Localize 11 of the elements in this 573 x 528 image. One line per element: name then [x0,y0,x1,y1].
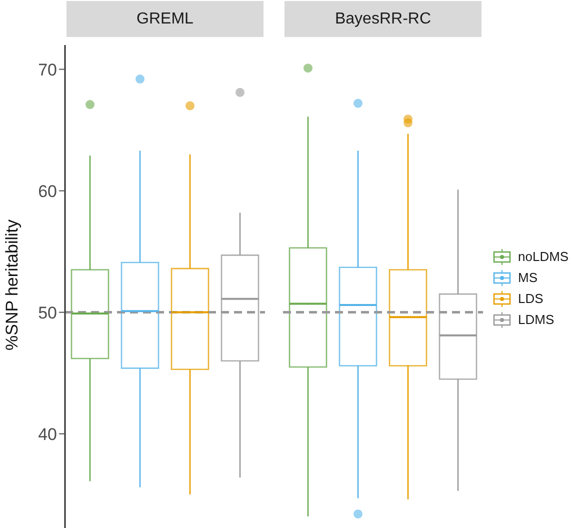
y-tick-label: 70 [38,60,57,80]
legend-label: MS [518,270,538,285]
legend-label: LDMS [518,312,554,327]
legend-label: noLDMS [518,249,569,264]
y-tick-label: 40 [38,424,57,444]
y-tick-label: 50 [38,303,57,322]
x-tick-label: BayesRR-RC [334,10,432,28]
x-tick-label: GREML [136,10,194,28]
legend-label: LDS [518,291,544,306]
y-axis-title: %SNP heritability [3,219,23,351]
y-tick-label: 60 [38,182,57,201]
